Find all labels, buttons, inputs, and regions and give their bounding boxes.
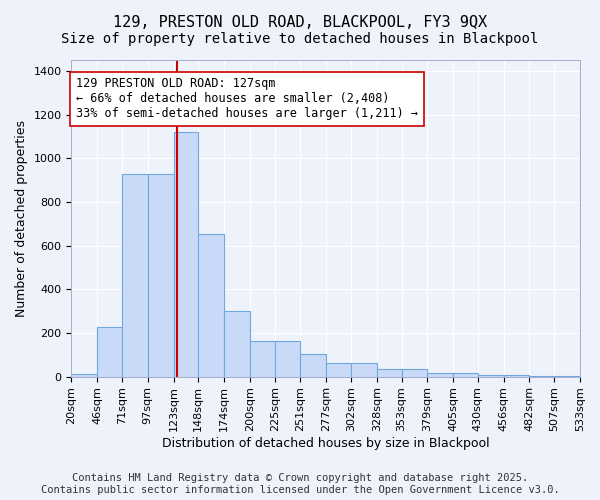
Bar (453, 372, 478, 376)
Bar (478, 375, 503, 376)
Bar (427, 372, 453, 376)
Bar (275, 340, 301, 376)
Bar (326, 364, 351, 376)
Y-axis label: Number of detached properties: Number of detached properties (15, 120, 28, 317)
Bar (148, 174, 173, 376)
Bar (351, 364, 377, 376)
Text: Size of property relative to detached houses in Blackpool: Size of property relative to detached ho… (61, 32, 539, 46)
Bar (401, 369, 427, 376)
Bar (199, 234, 224, 376)
Text: 129 PRESTON OLD ROAD: 127sqm
← 66% of detached houses are smaller (2,408)
33% of: 129 PRESTON OLD ROAD: 127sqm ← 66% of de… (76, 78, 418, 120)
X-axis label: Distribution of detached houses by size in Blackpool: Distribution of detached houses by size … (162, 437, 490, 450)
Bar (503, 375, 529, 376)
Bar (250, 340, 275, 376)
Bar (122, 174, 148, 376)
Bar (377, 369, 401, 376)
Text: Contains HM Land Registry data © Crown copyright and database right 2025.
Contai: Contains HM Land Registry data © Crown c… (41, 474, 559, 495)
Text: 129, PRESTON OLD ROAD, BLACKPOOL, FY3 9QX: 129, PRESTON OLD ROAD, BLACKPOOL, FY3 9Q… (113, 15, 487, 30)
Bar (71, 374, 97, 376)
Bar (97, 327, 122, 376)
Bar (224, 311, 250, 376)
Bar (173, 132, 199, 376)
Bar (301, 354, 326, 376)
